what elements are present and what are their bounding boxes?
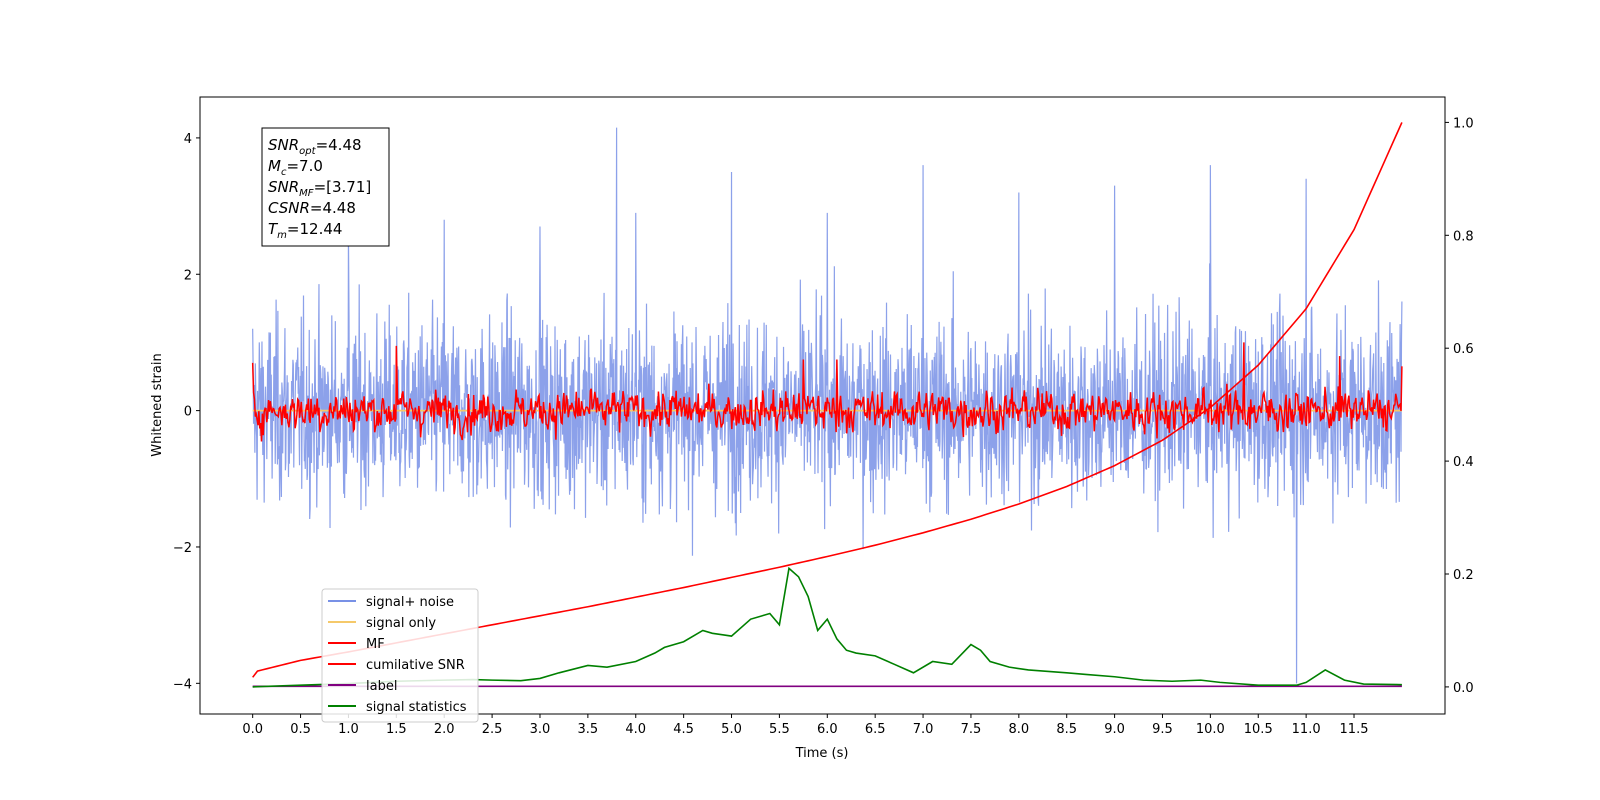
x-tick-label: 6.0	[817, 722, 838, 737]
y-right-tick-label: 0.4	[1453, 455, 1474, 470]
y-left-tick-label: 0	[184, 405, 192, 420]
x-tick-label: 7.0	[913, 722, 934, 737]
x-tick-label: 0.5	[290, 722, 311, 737]
x-tick-label: 8.0	[1008, 722, 1029, 737]
legend-label-cumilative-snr: cumilative SNR	[366, 658, 465, 673]
x-tick-label: 8.5	[1056, 722, 1077, 737]
legend: signal+ noise signal only MF cumilative SNR…	[321, 588, 479, 723]
series-line-signal-statistics	[252, 566, 1402, 688]
x-tick-label: 5.5	[769, 722, 790, 737]
annotation-line: CSNR=4.48	[268, 199, 356, 217]
y-right-tick-label: 0.2	[1453, 568, 1474, 583]
legend-label-signal-only: signal only	[366, 616, 436, 631]
x-tick-label: 0.0	[242, 722, 263, 737]
x-axis: 0.0 0.5 1.0 1.5 2.0 2.5 3.0 3.5 4.0 4.5 5.0 5.5 6.0 6…	[242, 714, 1368, 737]
x-tick-label: 2.5	[482, 722, 503, 737]
x-axis-label: Time (s)	[795, 746, 849, 761]
x-tick-label: 9.5	[1152, 722, 1173, 737]
y-left-tick-label: −4	[173, 677, 192, 692]
x-tick-label: 3.0	[530, 722, 551, 737]
y-left-tick-label: 4	[184, 132, 192, 147]
x-tick-label: 11.0	[1292, 722, 1321, 737]
y-left-tick-label: −2	[173, 541, 192, 556]
y-axis-label: Whitened strain	[150, 353, 165, 456]
x-tick-label: 4.0	[625, 722, 646, 737]
annotation-line: Mc=7.0	[268, 157, 323, 178]
x-tick-label: 4.5	[673, 722, 694, 737]
x-tick-label: 1.5	[386, 722, 407, 737]
annotation-line: SNRMF=[3.71]	[268, 178, 371, 199]
x-tick-label: 11.5	[1340, 722, 1369, 737]
plot-frame	[199, 96, 1446, 715]
x-tick-label: 10.5	[1244, 722, 1273, 737]
x-tick-label: 3.5	[578, 722, 599, 737]
legend-label-signal-noise: signal+ noise	[366, 595, 454, 610]
legend-frame	[321, 588, 479, 723]
x-tick-label: 2.0	[434, 722, 455, 737]
y-right-tick-label: 0.8	[1453, 229, 1474, 244]
y-right-tick-label: 1.0	[1453, 116, 1474, 131]
y-axis-left: −4 −2 0 2 4	[173, 132, 200, 692]
legend-label-label: label	[366, 679, 397, 694]
legend-label-signal-statistics: signal statistics	[366, 700, 467, 715]
series-line-signal-noise	[252, 127, 1403, 684]
x-tick-label: 7.5	[961, 722, 982, 737]
annotation-frame	[261, 127, 390, 247]
annotation-line: SNRopt=4.48	[268, 136, 362, 157]
y-left-tick-label: 2	[184, 268, 192, 283]
y-right-tick-label: 0.6	[1453, 342, 1474, 357]
x-tick-label: 1.0	[338, 722, 359, 737]
x-tick-label: 10.0	[1196, 722, 1225, 737]
y-axis-right: 0.0 0.2 0.4 0.6 0.8 1.0	[1445, 116, 1474, 696]
annotation-line: Tm=12.44	[268, 220, 342, 241]
y-right-tick-label: 0.0	[1453, 681, 1474, 696]
x-tick-label: 6.5	[865, 722, 886, 737]
x-tick-label: 9.0	[1104, 722, 1125, 737]
x-tick-label: 5.0	[721, 722, 742, 737]
series-line-mf	[251, 342, 1403, 442]
legend-label-mf: MF	[366, 637, 385, 652]
